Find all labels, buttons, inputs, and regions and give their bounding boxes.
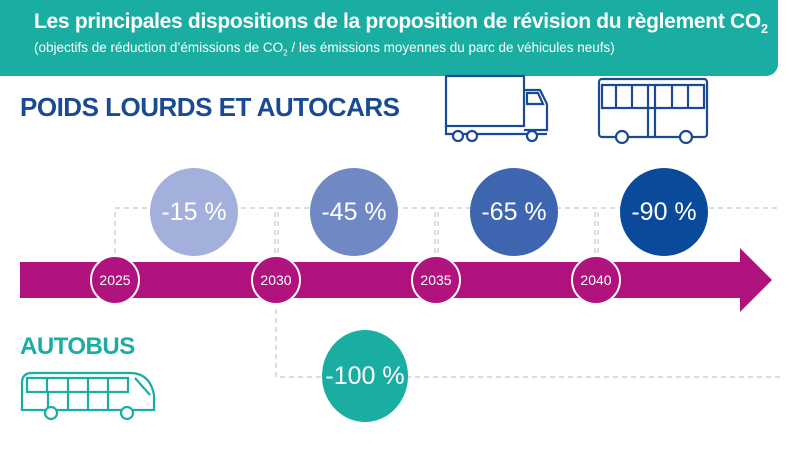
year-2035: 2035 xyxy=(411,255,461,305)
page-title: Les principales dispositions de la propo… xyxy=(34,10,768,37)
page-subtitle: (objectifs de réduction d’émissions de C… xyxy=(34,40,615,58)
connector-2030 xyxy=(274,208,279,262)
dashed-connectors xyxy=(114,207,780,378)
truck-icon xyxy=(444,74,549,143)
year-2025: 2025 xyxy=(90,255,140,305)
coach-icon xyxy=(20,371,156,421)
target-2040-circle: -90 % xyxy=(620,168,708,256)
target-2030-circle: -45 % xyxy=(310,168,398,256)
bus-icon xyxy=(597,77,709,145)
section-heavy-title: POIDS LOURDS ET AUTOCARS xyxy=(20,92,400,122)
year-2040: 2040 xyxy=(571,255,621,305)
target-2025-circle: -15 % xyxy=(150,168,238,256)
connector-2035 xyxy=(434,208,439,262)
connector-2040 xyxy=(594,208,599,262)
section-bus-title: AUTOBUS xyxy=(20,333,135,360)
connector-bus xyxy=(275,300,780,378)
bus-target-circle: -100 % xyxy=(322,330,408,422)
header-banner: Les principales dispositions de la propo… xyxy=(0,0,778,76)
connector-2025 xyxy=(114,207,780,262)
year-2030: 2030 xyxy=(251,255,301,305)
target-2035-circle: -65 % xyxy=(470,168,558,256)
